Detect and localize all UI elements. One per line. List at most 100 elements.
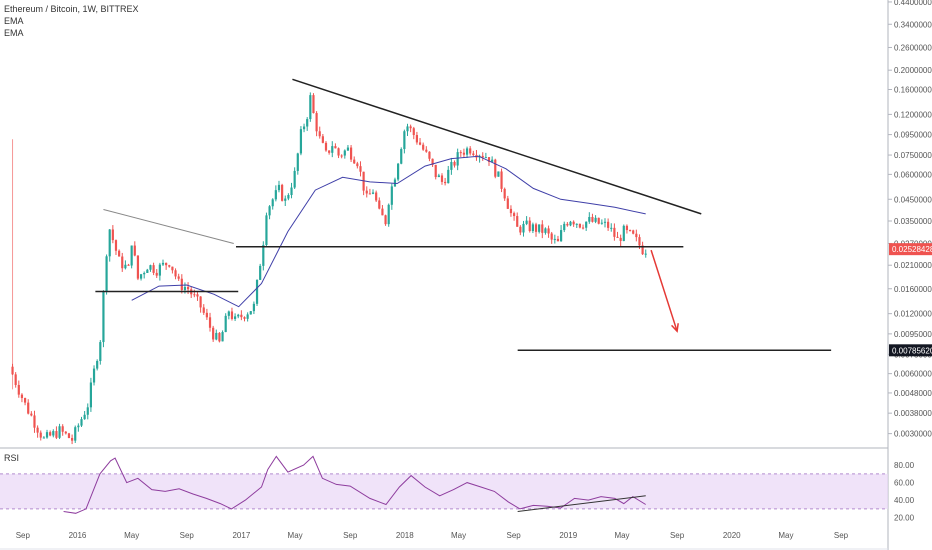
candle-body: [324, 142, 328, 151]
candle-body: [453, 161, 456, 166]
candle-body: [368, 193, 371, 195]
candle-body: [412, 128, 415, 136]
x-tick-label: Sep: [507, 531, 522, 540]
candle-body: [49, 432, 52, 436]
candle-body: [199, 296, 202, 308]
candle-body: [224, 315, 227, 333]
candle-body: [271, 199, 274, 207]
candle-body: [331, 146, 334, 153]
candle-body: [628, 230, 632, 232]
candle-body: [64, 431, 67, 434]
candle-body: [168, 265, 171, 267]
candle-body: [124, 264, 127, 269]
candle-body: [17, 384, 20, 395]
candle-body: [218, 332, 221, 342]
candle-body: [450, 161, 453, 170]
x-tick-label: Sep: [343, 531, 358, 540]
candle-body: [58, 426, 61, 438]
x-tick-label: Sep: [670, 531, 685, 540]
candle-body: [246, 314, 249, 319]
candle-body: [133, 245, 136, 256]
candle-body: [390, 186, 393, 205]
candle-body: [108, 229, 111, 257]
candle-body: [77, 425, 80, 428]
candle-body: [312, 95, 315, 114]
candle-body: [472, 153, 475, 155]
candle-body: [343, 150, 346, 156]
target-price-tag: [889, 344, 932, 357]
candle-body: [105, 256, 108, 292]
candle-body: [619, 237, 622, 241]
candle-body: [400, 149, 403, 164]
candle-body: [469, 148, 472, 154]
candle-body: [36, 427, 39, 433]
x-tick-label: 2019: [559, 531, 577, 540]
candle-body: [525, 220, 528, 224]
candle-body: [70, 437, 74, 441]
candle-body: [456, 152, 459, 166]
candle-body: [61, 426, 64, 432]
candle-body: [384, 215, 387, 225]
candle-body: [375, 192, 378, 201]
candle-body: [494, 159, 497, 177]
candle-body: [221, 332, 224, 342]
candle-body: [406, 126, 409, 132]
candle-body: [644, 253, 647, 255]
x-tick-label: 2017: [232, 531, 250, 540]
candle-body: [547, 228, 550, 234]
candle-body: [202, 307, 205, 313]
candle-body: [92, 368, 96, 383]
candle-body: [422, 144, 425, 150]
candle-body: [193, 294, 196, 296]
candle-body: [340, 155, 343, 157]
candle-body: [591, 216, 594, 222]
candle-body: [30, 413, 33, 416]
candle-body: [252, 303, 256, 312]
ema-label-1: EMA: [4, 16, 24, 26]
candle-body: [597, 217, 600, 224]
candle-body: [249, 311, 252, 315]
candle-body: [581, 227, 585, 229]
x-tick-label: 2020: [723, 531, 741, 540]
candle-body: [80, 419, 83, 426]
candle-body: [528, 220, 531, 232]
candle-body: [20, 394, 24, 399]
candle-body: [509, 208, 513, 214]
candle-body: [447, 169, 450, 184]
candle-body: [118, 250, 121, 257]
candle-body: [227, 311, 230, 316]
candle-body: [277, 184, 281, 191]
candle-body: [531, 224, 534, 232]
candle-body: [287, 195, 290, 199]
candle-body: [284, 198, 287, 201]
candle-body: [622, 225, 625, 241]
candle-body: [575, 223, 578, 225]
candle-body: [481, 155, 484, 158]
rsi-band: [0, 473, 888, 509]
candle-body: [484, 157, 487, 159]
candle-body: [183, 287, 187, 290]
candle-body: [196, 294, 199, 297]
rsi-tick-label: 60.00: [894, 479, 915, 488]
candle-body: [165, 262, 168, 266]
candle-body: [641, 245, 644, 255]
x-tick-label: Sep: [180, 531, 195, 540]
candle-body: [259, 265, 262, 280]
candle-body: [306, 119, 309, 127]
candle-body: [425, 149, 428, 152]
candle-body: [585, 221, 588, 228]
target-price-tag-text: 0.00785620: [892, 346, 932, 355]
candle-body: [409, 126, 412, 129]
candle-body: [538, 224, 541, 232]
x-tick-label: Sep: [834, 531, 849, 540]
candle-body: [177, 276, 180, 279]
candle-body: [465, 148, 469, 155]
